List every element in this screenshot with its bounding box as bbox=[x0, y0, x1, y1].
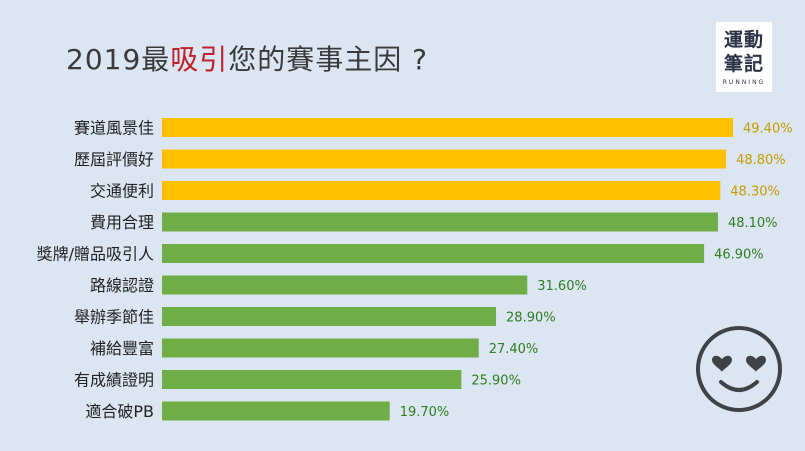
bar bbox=[162, 149, 727, 169]
bar bbox=[162, 118, 733, 137]
category-label: 費用合理 bbox=[90, 213, 154, 232]
title-prefix: 2019最 bbox=[66, 43, 171, 76]
category-label: 歷屆評價好 bbox=[74, 150, 154, 169]
heart-eyes-smiley-icon bbox=[696, 326, 782, 412]
bar bbox=[162, 307, 497, 326]
category-label: 適合破PB bbox=[85, 402, 154, 421]
data-label: 19.70% bbox=[400, 405, 450, 420]
data-label: 49.40% bbox=[743, 122, 793, 137]
data-label: 48.80% bbox=[736, 153, 786, 168]
logo-line-1: 運動 bbox=[723, 29, 764, 51]
title-highlight: 吸引 bbox=[170, 43, 229, 76]
category-label: 賽道風景佳 bbox=[74, 119, 154, 138]
category-label: 有成績證明 bbox=[74, 371, 154, 390]
data-label: 27.40% bbox=[489, 342, 539, 357]
title-suffix: 您的賽事主因 ? bbox=[228, 43, 429, 76]
brand-logo: 運動 筆記 RUNNING bbox=[716, 22, 772, 92]
data-label: 31.60% bbox=[537, 279, 587, 294]
category-label: 舉辦季節佳 bbox=[74, 308, 154, 327]
logo-line-2: 筆記 bbox=[723, 53, 764, 75]
category-label: 獎牌/贈品吸引人 bbox=[37, 245, 154, 264]
chart-title: 2019最吸引您的賽事主因 ? bbox=[66, 38, 428, 78]
data-label: 48.30% bbox=[730, 185, 780, 200]
data-label: 28.90% bbox=[506, 311, 556, 326]
bar bbox=[162, 244, 705, 263]
bar bbox=[162, 370, 462, 389]
category-label: 補給豐富 bbox=[90, 339, 154, 358]
bar bbox=[162, 338, 479, 358]
bar bbox=[162, 181, 721, 200]
data-label: 46.90% bbox=[714, 248, 764, 263]
category-label: 路線認證 bbox=[90, 276, 154, 295]
category-label: 交通便利 bbox=[90, 182, 154, 201]
bar bbox=[162, 401, 390, 421]
bar bbox=[162, 275, 528, 295]
bar bbox=[162, 212, 718, 232]
logo-line-3: RUNNING bbox=[722, 79, 766, 86]
data-label: 48.10% bbox=[728, 216, 778, 231]
data-label: 25.90% bbox=[471, 374, 521, 389]
